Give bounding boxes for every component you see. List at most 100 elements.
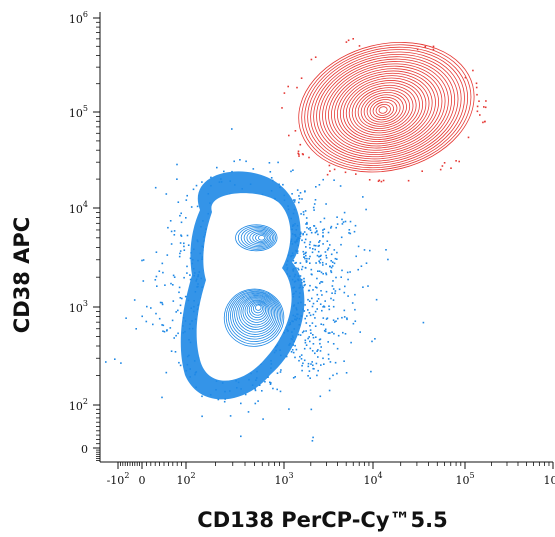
blue-dot [294,344,296,347]
blue-dot [305,246,307,248]
blue-dot [335,226,337,229]
red-dot [478,100,480,102]
blue-dot [114,358,116,360]
red-dot [298,153,300,156]
blue-dot [325,318,328,320]
blue-dot [365,208,367,211]
blue-dot [270,382,272,384]
blue-dot [262,418,264,420]
blue-dot [343,291,346,294]
blue-dot [166,254,169,256]
blue-dot [322,323,325,326]
blue-dot [269,381,271,384]
blue-dot [179,252,181,255]
red-dot [483,106,485,108]
blue-dot [173,230,176,232]
red-contour-ring [363,94,404,125]
red-dot [479,114,481,116]
blue-dot [178,361,180,364]
blue-dot [308,370,311,372]
blue-dot [308,336,310,338]
blue-dot [323,217,326,220]
blue-dot [269,171,272,173]
blue-dot [311,297,313,300]
blue-dot [325,254,327,257]
red-dot [298,155,300,157]
blue-dot [319,303,322,305]
blue-dot [313,203,316,205]
blue-dot [171,319,174,322]
x-tick-exponent: 2 [190,471,195,480]
y-tick-exponent: 3 [83,299,88,308]
red-dot [485,100,487,102]
blue-dot [309,247,311,249]
blue-dot [312,289,314,291]
blue-dot [317,349,319,351]
blue-dot [319,255,321,257]
blue-dot [362,196,364,198]
blue-dot [240,435,242,438]
blue-dot [336,258,338,260]
blue-dot [303,330,305,332]
blue-dot [325,263,327,265]
red-dot [368,179,371,181]
blue-dot [318,270,321,272]
red-contour-ring [304,46,469,169]
blue-dot [319,395,322,398]
blue-dot [311,273,313,276]
x-axis-ticks: -102 0 102 103 104 105 106 [107,462,555,487]
blue-dot [320,281,322,283]
blue-dot [328,305,330,307]
blue-dot [292,260,295,262]
blue-dot [304,257,306,260]
blue-dot [298,195,300,197]
blue-dot [120,362,122,364]
blue-dot [310,332,312,334]
blue-dot [357,245,360,248]
blue-dot [330,225,333,228]
blue-dot [309,227,311,229]
blue-dot [346,318,348,321]
red-dot [421,170,423,172]
blue-dot [186,265,188,268]
blue-dot [279,390,282,393]
red-dot [432,48,435,51]
blue-dot [161,396,163,399]
blue-dot [374,338,376,340]
blue-dot [145,320,148,323]
blue-dot [297,267,299,270]
blue-dot [309,284,311,287]
blue-dot [176,178,178,180]
blue-contour-ring [249,231,270,245]
red-contour-ring [378,106,388,114]
blue-dot [300,279,303,281]
blue-dot [318,338,321,341]
blue-dot [294,376,296,378]
blue-dot [180,212,182,215]
blue-dot [370,370,372,373]
blue-dot [254,389,257,392]
blue-dot [299,275,302,277]
series-red-population [281,38,487,183]
blue-dot [303,347,306,350]
blue-dot [292,351,295,354]
blue-dot [299,262,302,264]
blue-dot [152,323,154,326]
blue-dot [385,249,387,251]
red-contour-ring [325,63,446,153]
blue-dot [322,306,324,308]
blue-dot [161,301,163,304]
y-tick-exponent: 5 [83,104,88,113]
blue-dot [311,350,314,352]
blue-dot [318,255,320,258]
red-contour-ring [357,89,411,129]
blue-dot [141,315,143,318]
blue-dot [313,244,315,247]
blue-dot [303,241,306,244]
red-dot [281,107,283,109]
blue-dot [179,242,182,244]
blue-dot [177,201,180,203]
blue-dot [304,339,307,342]
blue-dot [223,400,226,403]
